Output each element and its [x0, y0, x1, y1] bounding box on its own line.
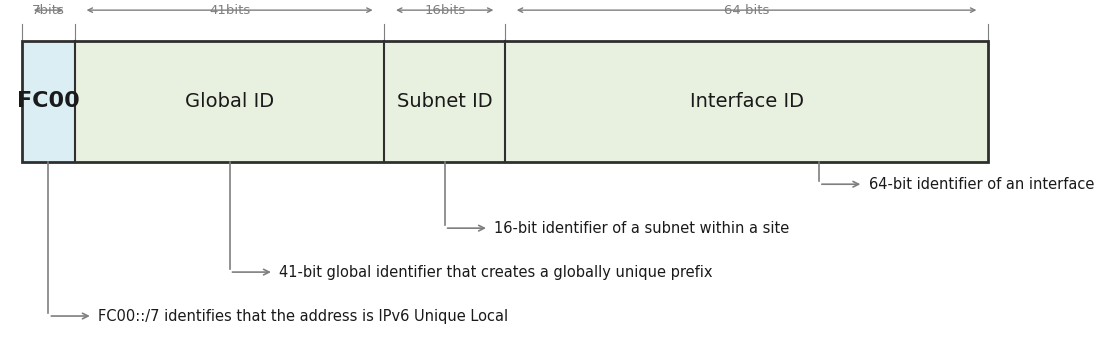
Text: 16-bit identifier of a subnet within a site: 16-bit identifier of a subnet within a s…: [495, 221, 789, 236]
Text: FC00::/7 identifies that the address is IPv6 Unique Local: FC00::/7 identifies that the address is …: [98, 309, 508, 323]
Bar: [75, 41, 384, 162]
Text: 7bits: 7bits: [32, 4, 65, 17]
Bar: [506, 41, 988, 162]
Text: 64 bits: 64 bits: [724, 4, 769, 17]
Text: Subnet ID: Subnet ID: [397, 92, 492, 111]
Text: Interface ID: Interface ID: [690, 92, 804, 111]
Text: 41bits: 41bits: [209, 4, 251, 17]
Text: FC00: FC00: [18, 91, 79, 112]
Text: 64-bit identifier of an interface: 64-bit identifier of an interface: [869, 177, 1094, 192]
Bar: [384, 41, 506, 162]
Bar: [22, 41, 75, 162]
Text: 41-bit global identifier that creates a globally unique prefix: 41-bit global identifier that creates a …: [279, 265, 713, 280]
Text: 16bits: 16bits: [424, 4, 465, 17]
Bar: [22, 41, 988, 162]
Text: Global ID: Global ID: [185, 92, 274, 111]
